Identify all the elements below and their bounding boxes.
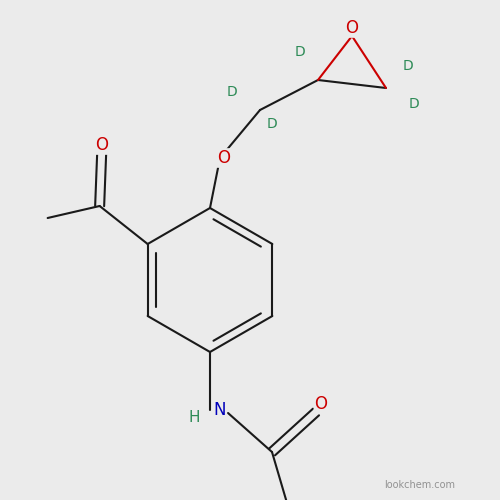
Text: D: D xyxy=(402,59,413,73)
Text: N: N xyxy=(214,401,226,419)
Text: D: D xyxy=(226,85,237,99)
Text: D: D xyxy=(294,45,306,59)
Text: D: D xyxy=(408,97,420,111)
Text: D: D xyxy=(266,117,278,131)
Text: lookchem.com: lookchem.com xyxy=(384,480,456,490)
Text: O: O xyxy=(346,19,358,37)
Text: H: H xyxy=(188,410,200,426)
Text: O: O xyxy=(218,149,230,167)
Text: O: O xyxy=(314,395,328,413)
Text: O: O xyxy=(95,136,108,154)
